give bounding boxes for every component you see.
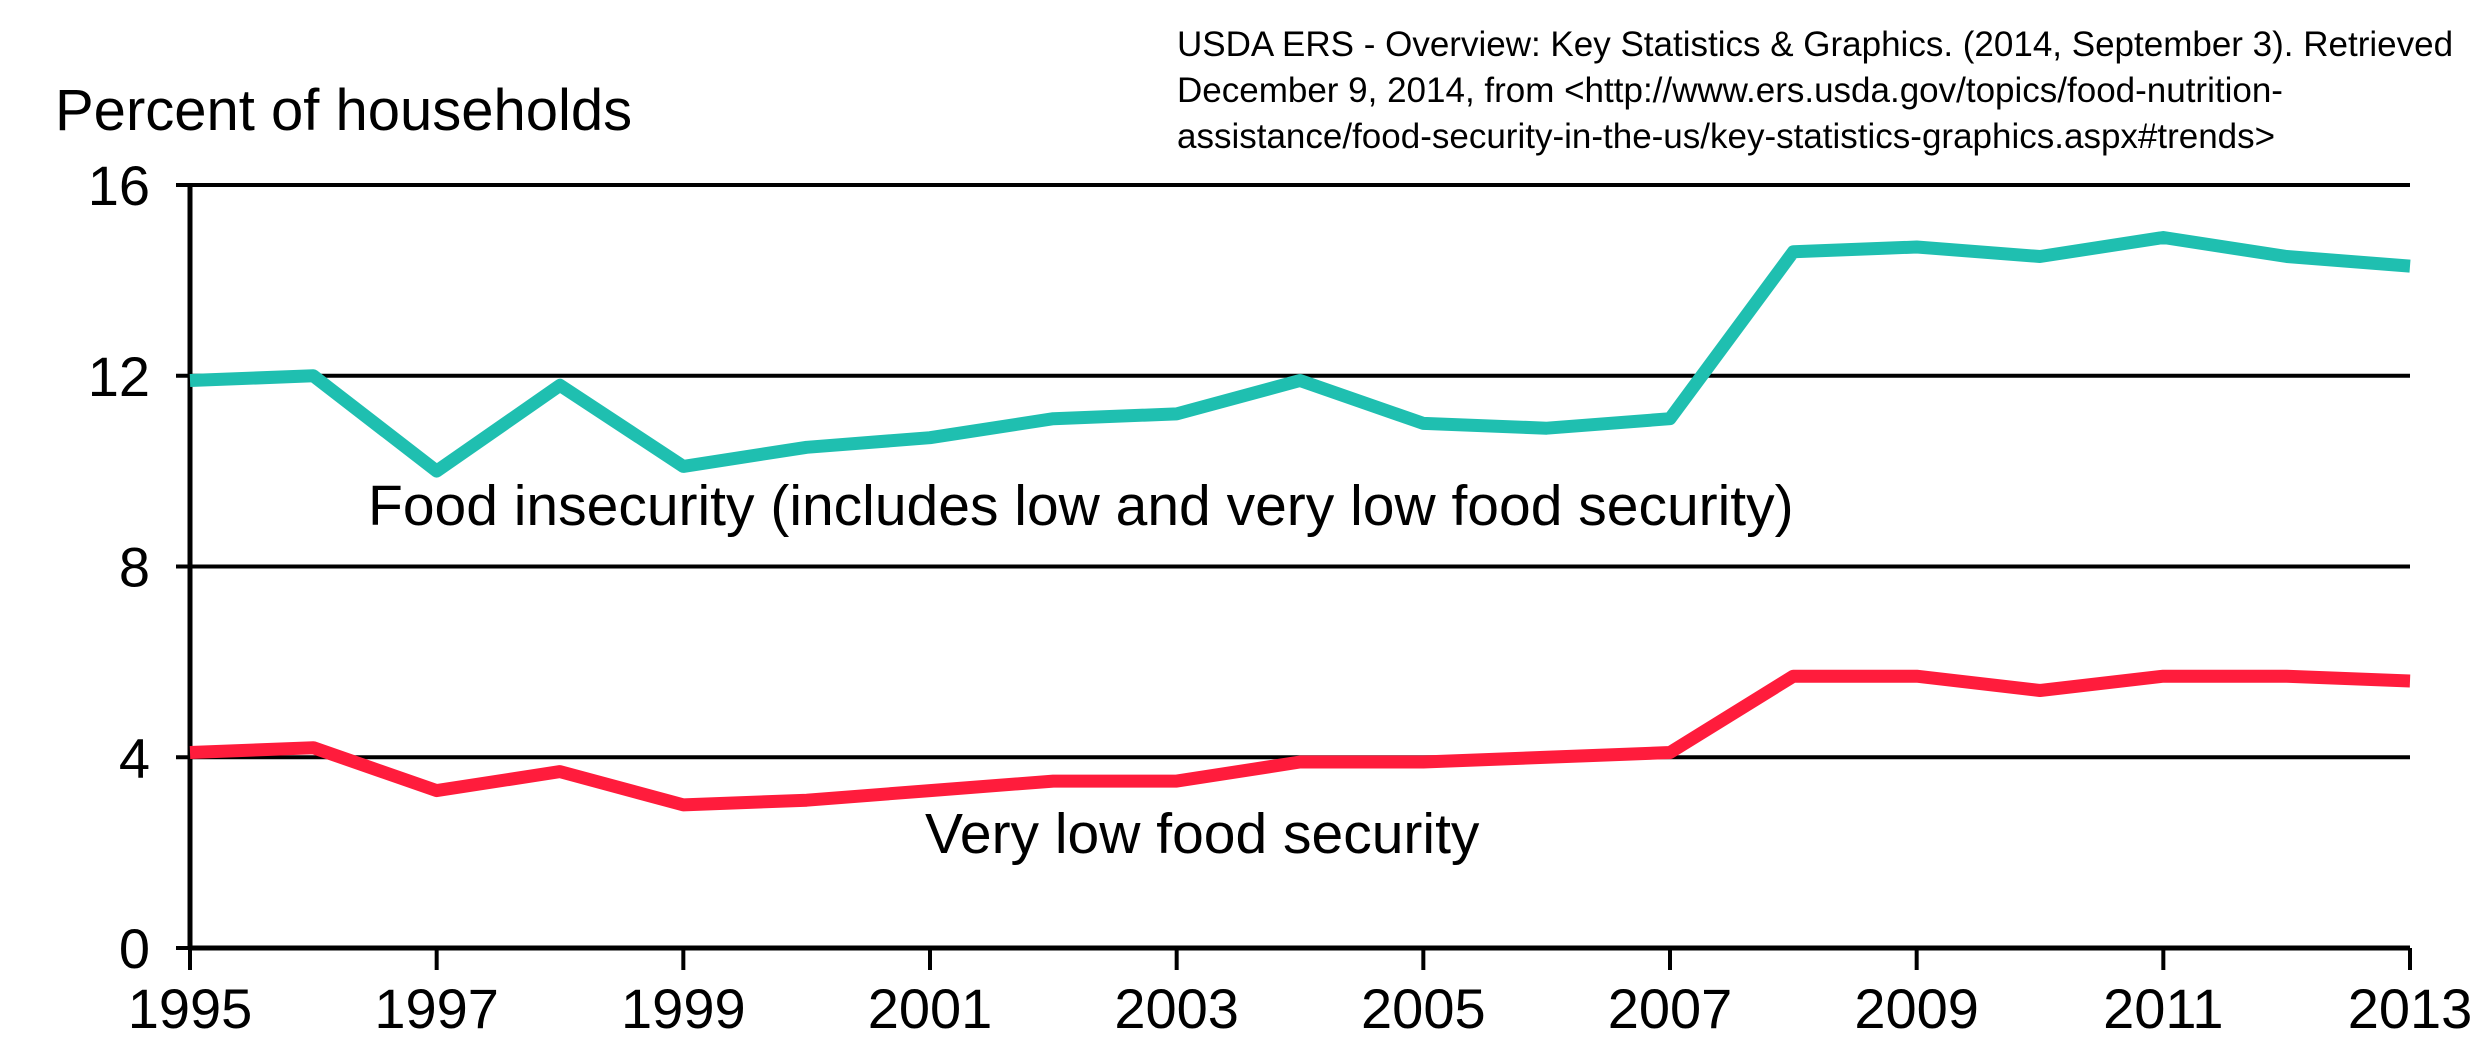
series-line-food-insecurity bbox=[189, 231, 2411, 478]
axes bbox=[187, 185, 2412, 970]
x-tick-label: 2001 bbox=[868, 977, 993, 1040]
x-tick-label: 1999 bbox=[621, 977, 746, 1040]
x-tick-label: 2013 bbox=[2348, 977, 2473, 1040]
y-axis-label: Percent of households bbox=[55, 78, 632, 143]
x-tick-label: 2011 bbox=[2103, 977, 2223, 1040]
source-citation: USDA ERS - Overview: Key Statistics & Gr… bbox=[1177, 25, 2453, 156]
y-tick-label: 8 bbox=[119, 536, 150, 599]
series-lines bbox=[189, 231, 2411, 812]
x-tick-label: 1995 bbox=[128, 977, 253, 1040]
series-label-very-low-food-security: Very low food security bbox=[925, 802, 1480, 866]
y-tick-labels: 0 4 8 12 16 bbox=[88, 154, 150, 980]
x-tick-labels: 1995 1997 1999 2001 2003 2005 2007 2009 2011 2013 bbox=[128, 977, 2473, 1040]
x-tick-label: 1997 bbox=[374, 977, 499, 1040]
y-tick-label: 16 bbox=[88, 154, 150, 217]
series-label-food-insecurity: Food insecurity (includes low and very l… bbox=[368, 474, 1794, 538]
y-tick-label: 12 bbox=[88, 345, 150, 408]
x-tick-label: 2009 bbox=[1854, 977, 1979, 1040]
source-line-1: USDA ERS - Overview: Key Statistics & Gr… bbox=[1177, 25, 2453, 64]
y-tick-label: 0 bbox=[119, 917, 150, 980]
x-tick-label: 2005 bbox=[1361, 977, 1486, 1040]
x-tick-label: 2003 bbox=[1114, 977, 1239, 1040]
source-line-3: assistance/food-security-in-the-us/key-s… bbox=[1177, 117, 2275, 156]
y-tick-label: 4 bbox=[119, 726, 150, 789]
x-tick-label: 2007 bbox=[1608, 977, 1733, 1040]
source-line-2: December 9, 2014, from <http://www.ers.u… bbox=[1177, 71, 2283, 110]
series-line-very-low-food-security bbox=[189, 669, 2411, 812]
